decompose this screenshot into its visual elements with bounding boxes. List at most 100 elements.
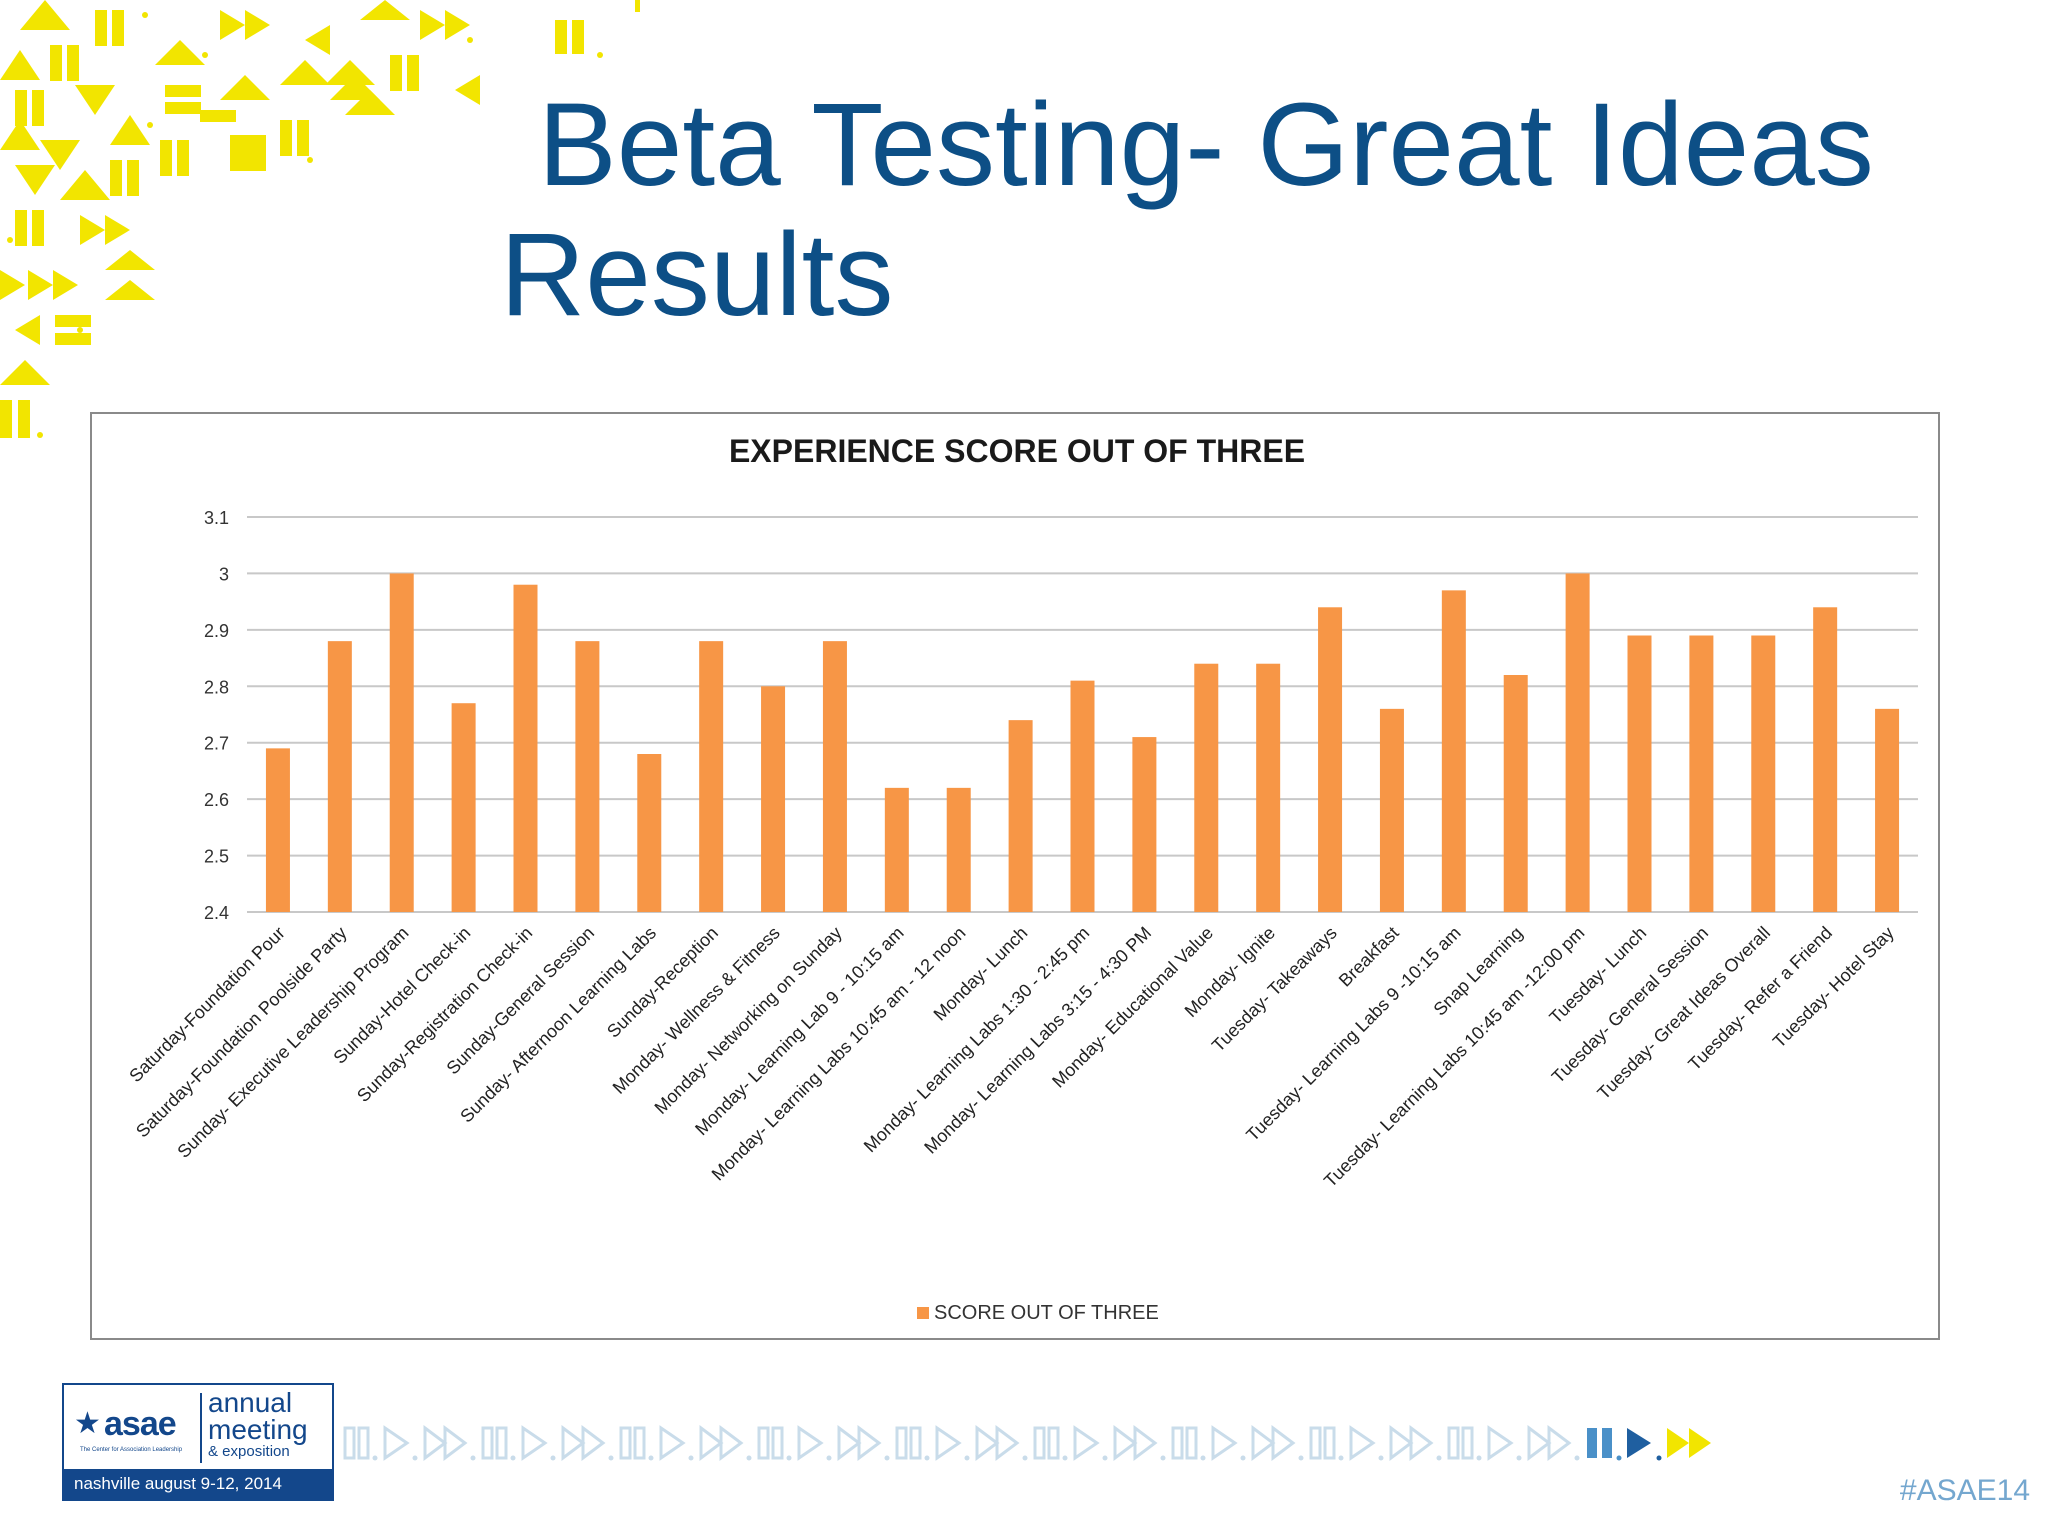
dot-icon [412,1455,418,1461]
play-outline-icon [797,1425,824,1461]
dot-icon [510,1455,516,1461]
pause-outline-icon [633,1426,646,1460]
pause-outline-icon [909,1426,922,1460]
fast-forward-outline-icon [1251,1425,1276,1461]
bar [451,703,476,912]
bar [637,754,662,912]
fast-forward-outline-icon [975,1425,1000,1461]
fast-forward-outline-icon [719,1425,744,1461]
dot-icon [826,1455,832,1461]
x-tick-label: Monday- Learning Labs 1:30 - 2:45 pm [860,923,1093,1156]
dot-icon [1102,1455,1108,1461]
pause-outline-icon [619,1426,632,1460]
chart-frame: EXPERIENCE SCORE OUT OF THREE 2.4 2.5 2.6 2.… [90,412,1940,1340]
x-tick-label: Sunday- Executive Leadership Program [173,923,412,1162]
bar [1875,708,1900,912]
bar [761,686,786,912]
pause-outline-icon [343,1426,356,1460]
pause-outline-icon [495,1426,508,1460]
bar [1751,635,1776,912]
bar [699,641,724,912]
logo-event-block: annual meeting & exposition [208,1389,308,1461]
fast-forward-outline-icon [423,1425,448,1461]
pause-outline-icon [1309,1426,1322,1460]
bar [1689,635,1714,912]
star-icon: ★ [74,1407,101,1440]
play-outline-icon [1487,1425,1514,1461]
pause-outline-icon [1185,1426,1198,1460]
slide-title-line2: Results [500,209,894,341]
pause-outline-icon [357,1426,370,1460]
fast-forward-outline-icon [1113,1425,1138,1461]
pause-outline-icon [1323,1426,1336,1460]
dot-icon [470,1455,476,1461]
fast-forward-outline-icon [1527,1425,1552,1461]
play-outline-icon [1211,1425,1238,1461]
play-outline-icon [521,1425,548,1461]
y-tick-label: 2.9 [204,621,229,641]
x-tick-label: Monday- Learning Labs 3:15 - 4:30 PM [920,923,1155,1158]
dot-icon [746,1455,752,1461]
dot-icon [1298,1455,1304,1461]
event-hashtag: #ASAE14 [1899,1474,2030,1507]
logo-line3: & exposition [208,1443,290,1460]
bar [946,787,971,912]
logo-line1: annual [208,1387,293,1418]
pause-outline-icon [771,1426,784,1460]
play-outline-icon [1349,1425,1376,1461]
y-tick-label: 2.6 [204,790,229,810]
pause-icon [1602,1428,1612,1458]
decorative-playback-strip [343,1425,1711,1461]
y-tick-label: 2.7 [204,734,229,754]
pause-outline-icon [1033,1426,1046,1460]
fast-forward-outline-icon [581,1425,606,1461]
y-tick-label: 3.1 [204,508,229,528]
x-tick-label: Tuesday- Learning Labs 9 -10:15 am [1242,923,1464,1145]
pause-outline-icon [1461,1426,1474,1460]
pause-outline-icon [895,1426,908,1460]
fast-forward-outline-icon [443,1425,468,1461]
logo-tagline: The Center for Association Leadership [80,1447,183,1453]
bar [884,787,909,912]
play-outline-icon [1073,1425,1100,1461]
dot-icon [1338,1455,1344,1461]
dot-icon [1616,1455,1622,1461]
dot-icon [550,1455,556,1461]
bar [575,641,600,912]
y-tick-label: 2.8 [204,677,229,697]
fast-forward-icon [1689,1428,1711,1458]
fast-forward-outline-icon [1271,1425,1296,1461]
bar [1256,663,1281,912]
asae-annual-meeting-logo: ★ asae The Center for Association Leader… [62,1383,334,1501]
bar [1379,708,1404,912]
bar [1627,635,1652,912]
dot-icon [1516,1455,1522,1461]
pause-outline-icon [1171,1426,1184,1460]
dot-icon [786,1455,792,1461]
bar [1813,607,1838,912]
bar [389,573,414,912]
bar [513,584,538,912]
fast-forward-outline-icon [699,1425,724,1461]
dot-icon [884,1455,890,1461]
play-outline-icon [659,1425,686,1461]
fast-forward-outline-icon [995,1425,1020,1461]
logo-divider [200,1393,202,1463]
bar [1194,663,1219,912]
legend-label: SCORE OUT OF THREE [934,1302,1159,1324]
dot-icon [372,1455,378,1461]
pause-outline-icon [1047,1426,1060,1460]
bar [265,748,290,912]
dot-icon [648,1455,654,1461]
bar [1008,720,1033,912]
chart-title: EXPERIENCE SCORE OUT OF THREE [729,433,1305,469]
play-outline-icon [935,1425,962,1461]
bar [1565,573,1590,912]
play-outline-icon [383,1425,410,1461]
decorative-yellow-pattern [0,0,640,438]
fast-forward-outline-icon [857,1425,882,1461]
dot-icon [608,1455,614,1461]
dot-icon [1062,1455,1068,1461]
fast-forward-outline-icon [1547,1425,1572,1461]
bar [822,641,847,912]
